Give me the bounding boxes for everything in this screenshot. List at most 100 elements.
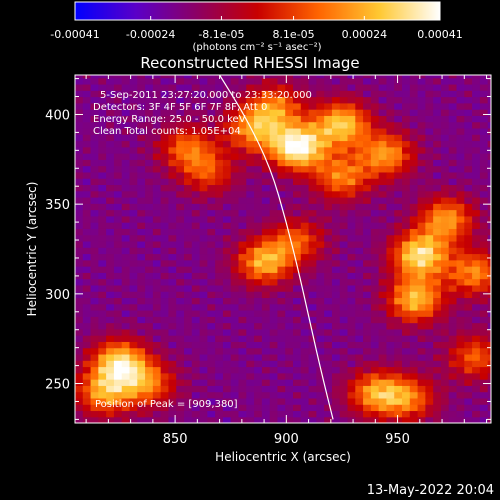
heatmap-cell	[308, 209, 317, 217]
heatmap-cell	[300, 385, 310, 393]
heatmap-cell	[90, 184, 99, 192]
heatmap-cell	[254, 328, 263, 336]
heatmap-cell	[487, 228, 491, 236]
heatmap-cell	[106, 291, 115, 299]
heatmap-cell	[90, 222, 99, 229]
heatmap-cell	[440, 165, 450, 173]
heatmap-cell	[456, 165, 465, 173]
heatmap-cell	[285, 259, 294, 267]
heatmap-cell	[347, 196, 356, 204]
heatmap-cell	[90, 278, 99, 286]
heatmap-cell	[121, 228, 131, 236]
heatmap-cell	[363, 366, 372, 374]
heatmap-cell	[160, 297, 170, 305]
heatmap-cell	[394, 159, 403, 167]
heatmap-cell	[269, 253, 279, 261]
heatmap-cell	[370, 366, 380, 374]
heatmap-cell	[378, 366, 388, 374]
heatmap-cell	[90, 140, 99, 148]
heatmap-cell	[98, 328, 107, 336]
heatmap-cell	[199, 328, 208, 336]
heatmap-cell	[90, 328, 99, 336]
heatmap-cell	[145, 416, 154, 423]
heatmap-cell	[378, 397, 388, 405]
heatmap-cell	[90, 146, 99, 154]
heatmap-cell	[386, 266, 395, 273]
heatmap-cell	[308, 385, 317, 393]
heatmap-cell	[230, 316, 240, 324]
heatmap-cell	[90, 75, 99, 79]
heatmap-cell	[121, 291, 131, 299]
heatmap-cell	[285, 121, 294, 129]
heatmap-cell	[246, 134, 255, 142]
heatmap-cell	[191, 222, 201, 229]
heatmap-cell	[409, 215, 419, 223]
heatmap-cell	[308, 366, 317, 374]
heatmap-cell	[479, 353, 489, 361]
heatmap-cell	[152, 222, 162, 229]
heatmap-cell	[106, 284, 115, 292]
heatmap-cell	[106, 77, 115, 85]
heatmap-cell	[394, 190, 403, 198]
heatmap-cell	[355, 209, 364, 217]
heatmap-cell	[137, 190, 146, 198]
heatmap-cell	[269, 228, 279, 236]
heatmap-cell	[448, 335, 458, 342]
heatmap-cell	[238, 127, 247, 135]
heatmap-cell	[106, 171, 115, 179]
heatmap-cell	[285, 222, 294, 229]
heatmap-cell	[269, 322, 279, 330]
heatmap-cell	[339, 284, 349, 292]
heatmap-cell	[269, 75, 279, 79]
heatmap-cell	[417, 404, 426, 412]
heatmap-cell	[238, 259, 247, 267]
heatmap-cell	[409, 209, 419, 217]
heatmap-cell	[184, 190, 193, 198]
heatmap-cell	[176, 360, 185, 368]
heatmap-cell	[90, 353, 99, 361]
heatmap-cell	[137, 328, 146, 336]
heatmap-cell	[394, 240, 403, 248]
heatmap-cell	[456, 83, 465, 91]
heatmap-cell	[90, 341, 99, 349]
heatmap-cell	[339, 203, 349, 211]
heatmap-cell	[370, 341, 380, 349]
heatmap-cell	[184, 291, 193, 299]
heatmap-cell	[137, 347, 146, 355]
heatmap-cell	[238, 90, 247, 98]
heatmap-cell	[230, 228, 240, 236]
heatmap-cell	[230, 379, 240, 386]
heatmap-cell	[285, 75, 294, 79]
heatmap-cell	[487, 410, 491, 418]
heatmap-cell	[355, 90, 364, 98]
heatmap-cell	[269, 278, 279, 286]
heatmap-cell	[293, 341, 302, 349]
heatmap-cell	[207, 121, 216, 129]
heatmap-cell	[425, 215, 434, 223]
heatmap-cell	[417, 360, 426, 368]
heatmap-cell	[129, 372, 138, 380]
heatmap-cell	[230, 153, 240, 160]
heatmap-cell	[331, 385, 341, 393]
heatmap-cell	[145, 328, 154, 336]
heatmap-cell	[168, 391, 177, 399]
heatmap-cell	[293, 77, 302, 85]
heatmap-cell	[370, 140, 380, 148]
heatmap-cell	[199, 309, 208, 317]
heatmap-cell	[75, 328, 84, 336]
heatmap-cell	[386, 259, 395, 267]
heatmap-cell	[254, 96, 263, 104]
heatmap-cell	[82, 360, 92, 368]
heatmap-cell	[339, 397, 349, 405]
heatmap-cell	[378, 184, 388, 192]
heatmap-cell	[176, 77, 185, 85]
heatmap-cell	[300, 209, 310, 217]
heatmap-cell	[417, 96, 426, 104]
heatmap-cell	[300, 397, 310, 405]
heatmap-cell	[339, 416, 349, 423]
heatmap-cell	[370, 391, 380, 399]
heatmap-cell	[230, 291, 240, 299]
heatmap-cell	[121, 127, 131, 135]
colorbar-tick-label: 8.1e-05	[272, 28, 314, 41]
heatmap-cell	[246, 335, 255, 342]
